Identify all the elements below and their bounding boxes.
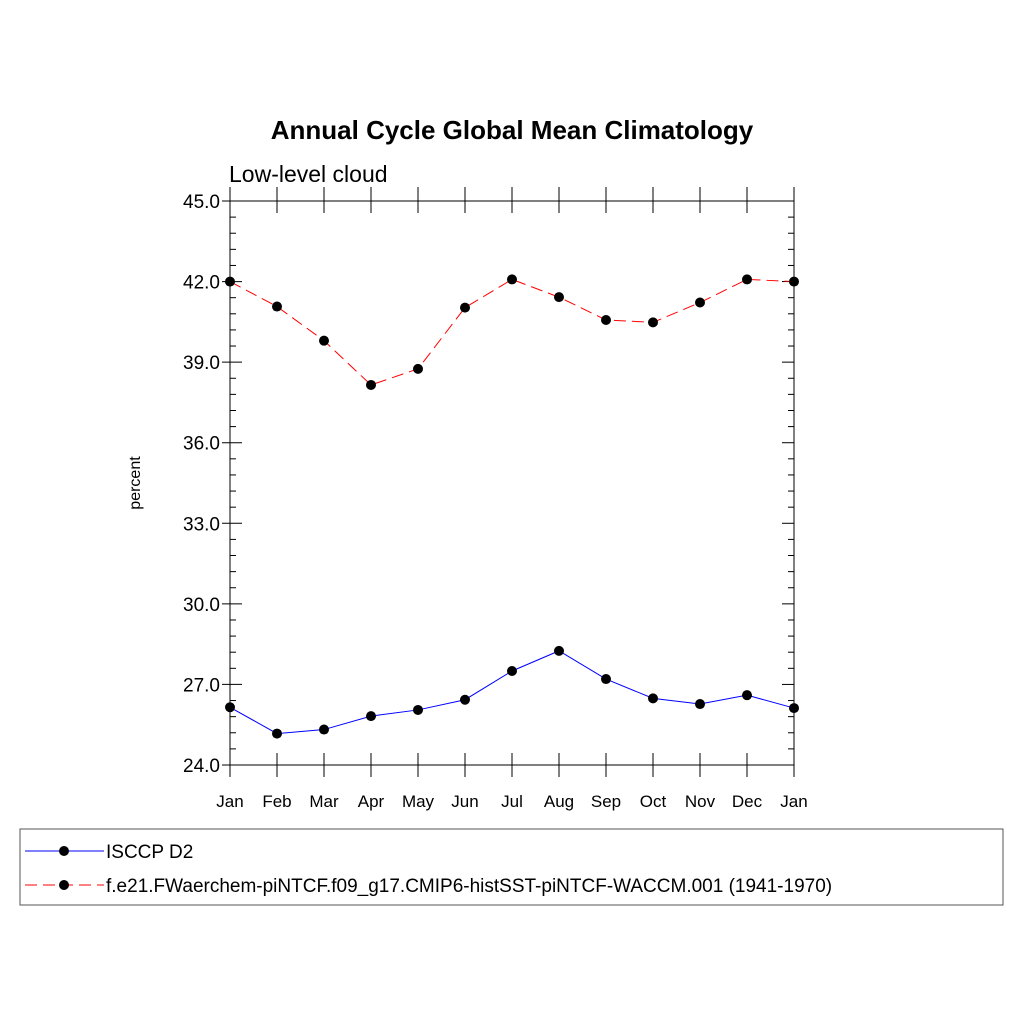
series-1-point	[225, 702, 235, 713]
y-tick-label: 39.0	[183, 353, 220, 374]
x-tick-label: May	[402, 792, 435, 811]
x-tick-label: Feb	[262, 792, 291, 811]
series-2-point	[695, 297, 705, 308]
series-1-point	[413, 704, 423, 715]
y-tick-label: 36.0	[183, 434, 220, 455]
series-2-point	[742, 274, 752, 285]
series-1-point	[366, 711, 376, 722]
series-2-point	[225, 276, 235, 287]
x-tick-label: Jan	[780, 792, 807, 811]
legend-label-1: ISCCP D2	[106, 842, 193, 863]
x-tick-label: Dec	[732, 792, 763, 811]
y-tick-label: 42.0	[183, 273, 220, 294]
x-tick-label: Mar	[309, 792, 339, 811]
series-1-point	[319, 724, 329, 735]
series-2-point	[507, 274, 517, 285]
x-tick-label: Jun	[451, 792, 478, 811]
x-tick-label: Oct	[640, 792, 667, 811]
y-tick-label: 27.0	[183, 675, 220, 696]
series-1-point	[789, 703, 799, 714]
x-tick-label: Apr	[358, 792, 385, 811]
chart-subtitle: Low-level cloud	[229, 161, 388, 187]
y-tick-label: 45.0	[183, 192, 220, 213]
x-tick-label: Nov	[685, 792, 716, 811]
axis-ticks: 24.0 27.0 30.0 33.0 36.0 39.0 42.0 45.0 Jan Feb Ma…	[183, 187, 808, 811]
series-2-point	[413, 363, 423, 374]
y-axis-label: percent	[127, 456, 144, 510]
series-line-1	[229, 650, 795, 735]
series-2-point	[272, 301, 282, 312]
series-1-point	[554, 645, 564, 656]
series-2-point	[648, 317, 658, 328]
legend-box	[19, 828, 1004, 906]
series-2-point	[601, 314, 611, 325]
x-tick-label: Jul	[501, 792, 523, 811]
series-2-point	[366, 379, 376, 390]
x-tick-label: Aug	[544, 792, 574, 811]
y-tick-label: 24.0	[183, 756, 220, 777]
legend-marker-2	[59, 880, 69, 890]
series-2-point	[789, 276, 799, 287]
series-1-point	[648, 693, 658, 704]
y-tick-label: 33.0	[183, 514, 220, 535]
series-1-point	[272, 728, 282, 739]
series-1-point	[460, 694, 470, 705]
chart-title: Annual Cycle Global Mean Climatology	[271, 115, 754, 145]
series-1-point	[742, 690, 752, 701]
series-2-point	[554, 292, 564, 303]
series-line-2	[229, 278, 795, 386]
series-layer	[225, 274, 799, 739]
series-2-point	[460, 302, 470, 313]
y-tick-label: 30.0	[183, 595, 220, 616]
series-1-point	[695, 699, 705, 710]
legend-marker-1	[59, 846, 69, 856]
series-1-point	[507, 666, 517, 676]
legend: ISCCP D2 f.e21.FWaerchem-piNTCF.f09_g17.C…	[19, 828, 1004, 906]
x-tick-label: Sep	[591, 792, 621, 811]
plot-frame	[229, 200, 795, 766]
legend-label-2: f.e21.FWaerchem-piNTCF.f09_g17.CMIP6-his…	[106, 876, 832, 897]
series-2-point	[319, 335, 329, 346]
x-tick-label: Jan	[216, 792, 243, 811]
series-1-point	[601, 674, 611, 685]
